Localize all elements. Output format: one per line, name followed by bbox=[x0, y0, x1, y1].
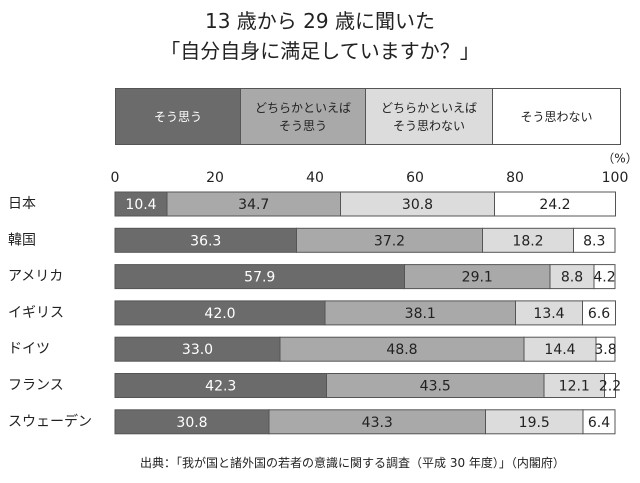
y-tick-label: アメリカ bbox=[8, 269, 63, 285]
data-label: 43.3 bbox=[362, 415, 393, 431]
bar-segment bbox=[114, 191, 168, 217]
data-label: 36.3 bbox=[190, 233, 221, 249]
legend-entry: そう思わない bbox=[492, 88, 621, 145]
data-label: 43.5 bbox=[420, 379, 451, 395]
bar-segment bbox=[593, 264, 616, 290]
bar-segment bbox=[573, 227, 616, 253]
bar-segment bbox=[114, 373, 327, 398]
bar-segment bbox=[268, 409, 486, 435]
y-tick-label: フランス bbox=[8, 378, 64, 394]
x-tick-label: 0 bbox=[111, 170, 120, 186]
legend-entry: そう思う bbox=[115, 88, 241, 145]
data-label: 10.4 bbox=[125, 197, 156, 213]
bar-segment bbox=[340, 191, 495, 217]
x-tick-label: 40 bbox=[306, 170, 324, 186]
data-label: 30.8 bbox=[176, 415, 207, 431]
bar-segment bbox=[114, 409, 270, 435]
data-label: 13.4 bbox=[533, 306, 564, 322]
bar-segment bbox=[494, 191, 616, 217]
data-label: 37.2 bbox=[374, 233, 405, 249]
data-label: 34.7 bbox=[238, 197, 269, 213]
data-label: 6.4 bbox=[588, 415, 610, 431]
bar-segment bbox=[296, 227, 483, 253]
axis-unit: （%） bbox=[602, 152, 637, 166]
y-tick-label: 日本 bbox=[8, 196, 36, 212]
bar-segment bbox=[485, 409, 584, 435]
data-label: 8.3 bbox=[583, 233, 605, 249]
data-label: 38.1 bbox=[405, 306, 436, 322]
bar-segment bbox=[543, 373, 605, 398]
data-label: 12.1 bbox=[559, 379, 590, 395]
x-tick-label: 80 bbox=[506, 170, 524, 186]
x-tick-label: 100 bbox=[602, 170, 629, 186]
bar-segment bbox=[114, 336, 281, 362]
bar-segment bbox=[324, 300, 516, 326]
data-label: 19.5 bbox=[519, 415, 550, 431]
data-label: 4.2 bbox=[593, 270, 615, 286]
bar-segment bbox=[114, 300, 326, 326]
data-label: 42.3 bbox=[205, 379, 236, 395]
bar-segment bbox=[114, 264, 405, 290]
data-label: 18.2 bbox=[512, 233, 543, 249]
data-label: 48.8 bbox=[386, 342, 417, 358]
data-label: 2.2 bbox=[599, 379, 621, 395]
x-tick-label: 60 bbox=[406, 170, 424, 186]
bar-segment bbox=[595, 336, 616, 362]
x-tick-label: 20 bbox=[206, 170, 224, 186]
data-label: 3.8 bbox=[594, 342, 616, 358]
bar-segment bbox=[582, 409, 616, 435]
data-label: 42.0 bbox=[204, 306, 235, 322]
bar-segment bbox=[279, 336, 525, 362]
bar-segment bbox=[604, 373, 616, 398]
bar-segment bbox=[482, 227, 574, 253]
bar-segment bbox=[326, 373, 545, 398]
bar-segment bbox=[523, 336, 597, 362]
y-tick-label: ドイツ bbox=[8, 341, 50, 357]
bar-segment bbox=[114, 227, 297, 253]
data-label: 30.8 bbox=[402, 197, 433, 213]
data-label: 29.1 bbox=[462, 270, 493, 286]
chart-title: 13 歳から 29 歳に聞いた 「自分自身に満足していますか？」 bbox=[160, 9, 480, 63]
data-label: 24.2 bbox=[539, 197, 570, 213]
data-label: 8.8 bbox=[561, 270, 583, 286]
legend-entry: どちらかといえば そう思わない bbox=[365, 88, 493, 145]
data-label: 14.4 bbox=[544, 342, 575, 358]
data-label: 33.0 bbox=[182, 342, 213, 358]
y-tick-label: イギリス bbox=[8, 305, 64, 321]
bar-segment bbox=[582, 300, 616, 326]
source-note: 出典：「我が国と諸外国の若者の意識に関する調査（平成 30 年度）」（内閣府） bbox=[140, 456, 565, 470]
bar-segment bbox=[549, 264, 595, 290]
legend-entry: どちらかといえば そう思う bbox=[240, 88, 366, 145]
y-tick-label: 韓国 bbox=[8, 232, 36, 248]
data-label: 57.9 bbox=[244, 270, 275, 286]
y-tick-label: スウェーデン bbox=[8, 413, 92, 430]
data-label: 6.6 bbox=[588, 306, 610, 322]
